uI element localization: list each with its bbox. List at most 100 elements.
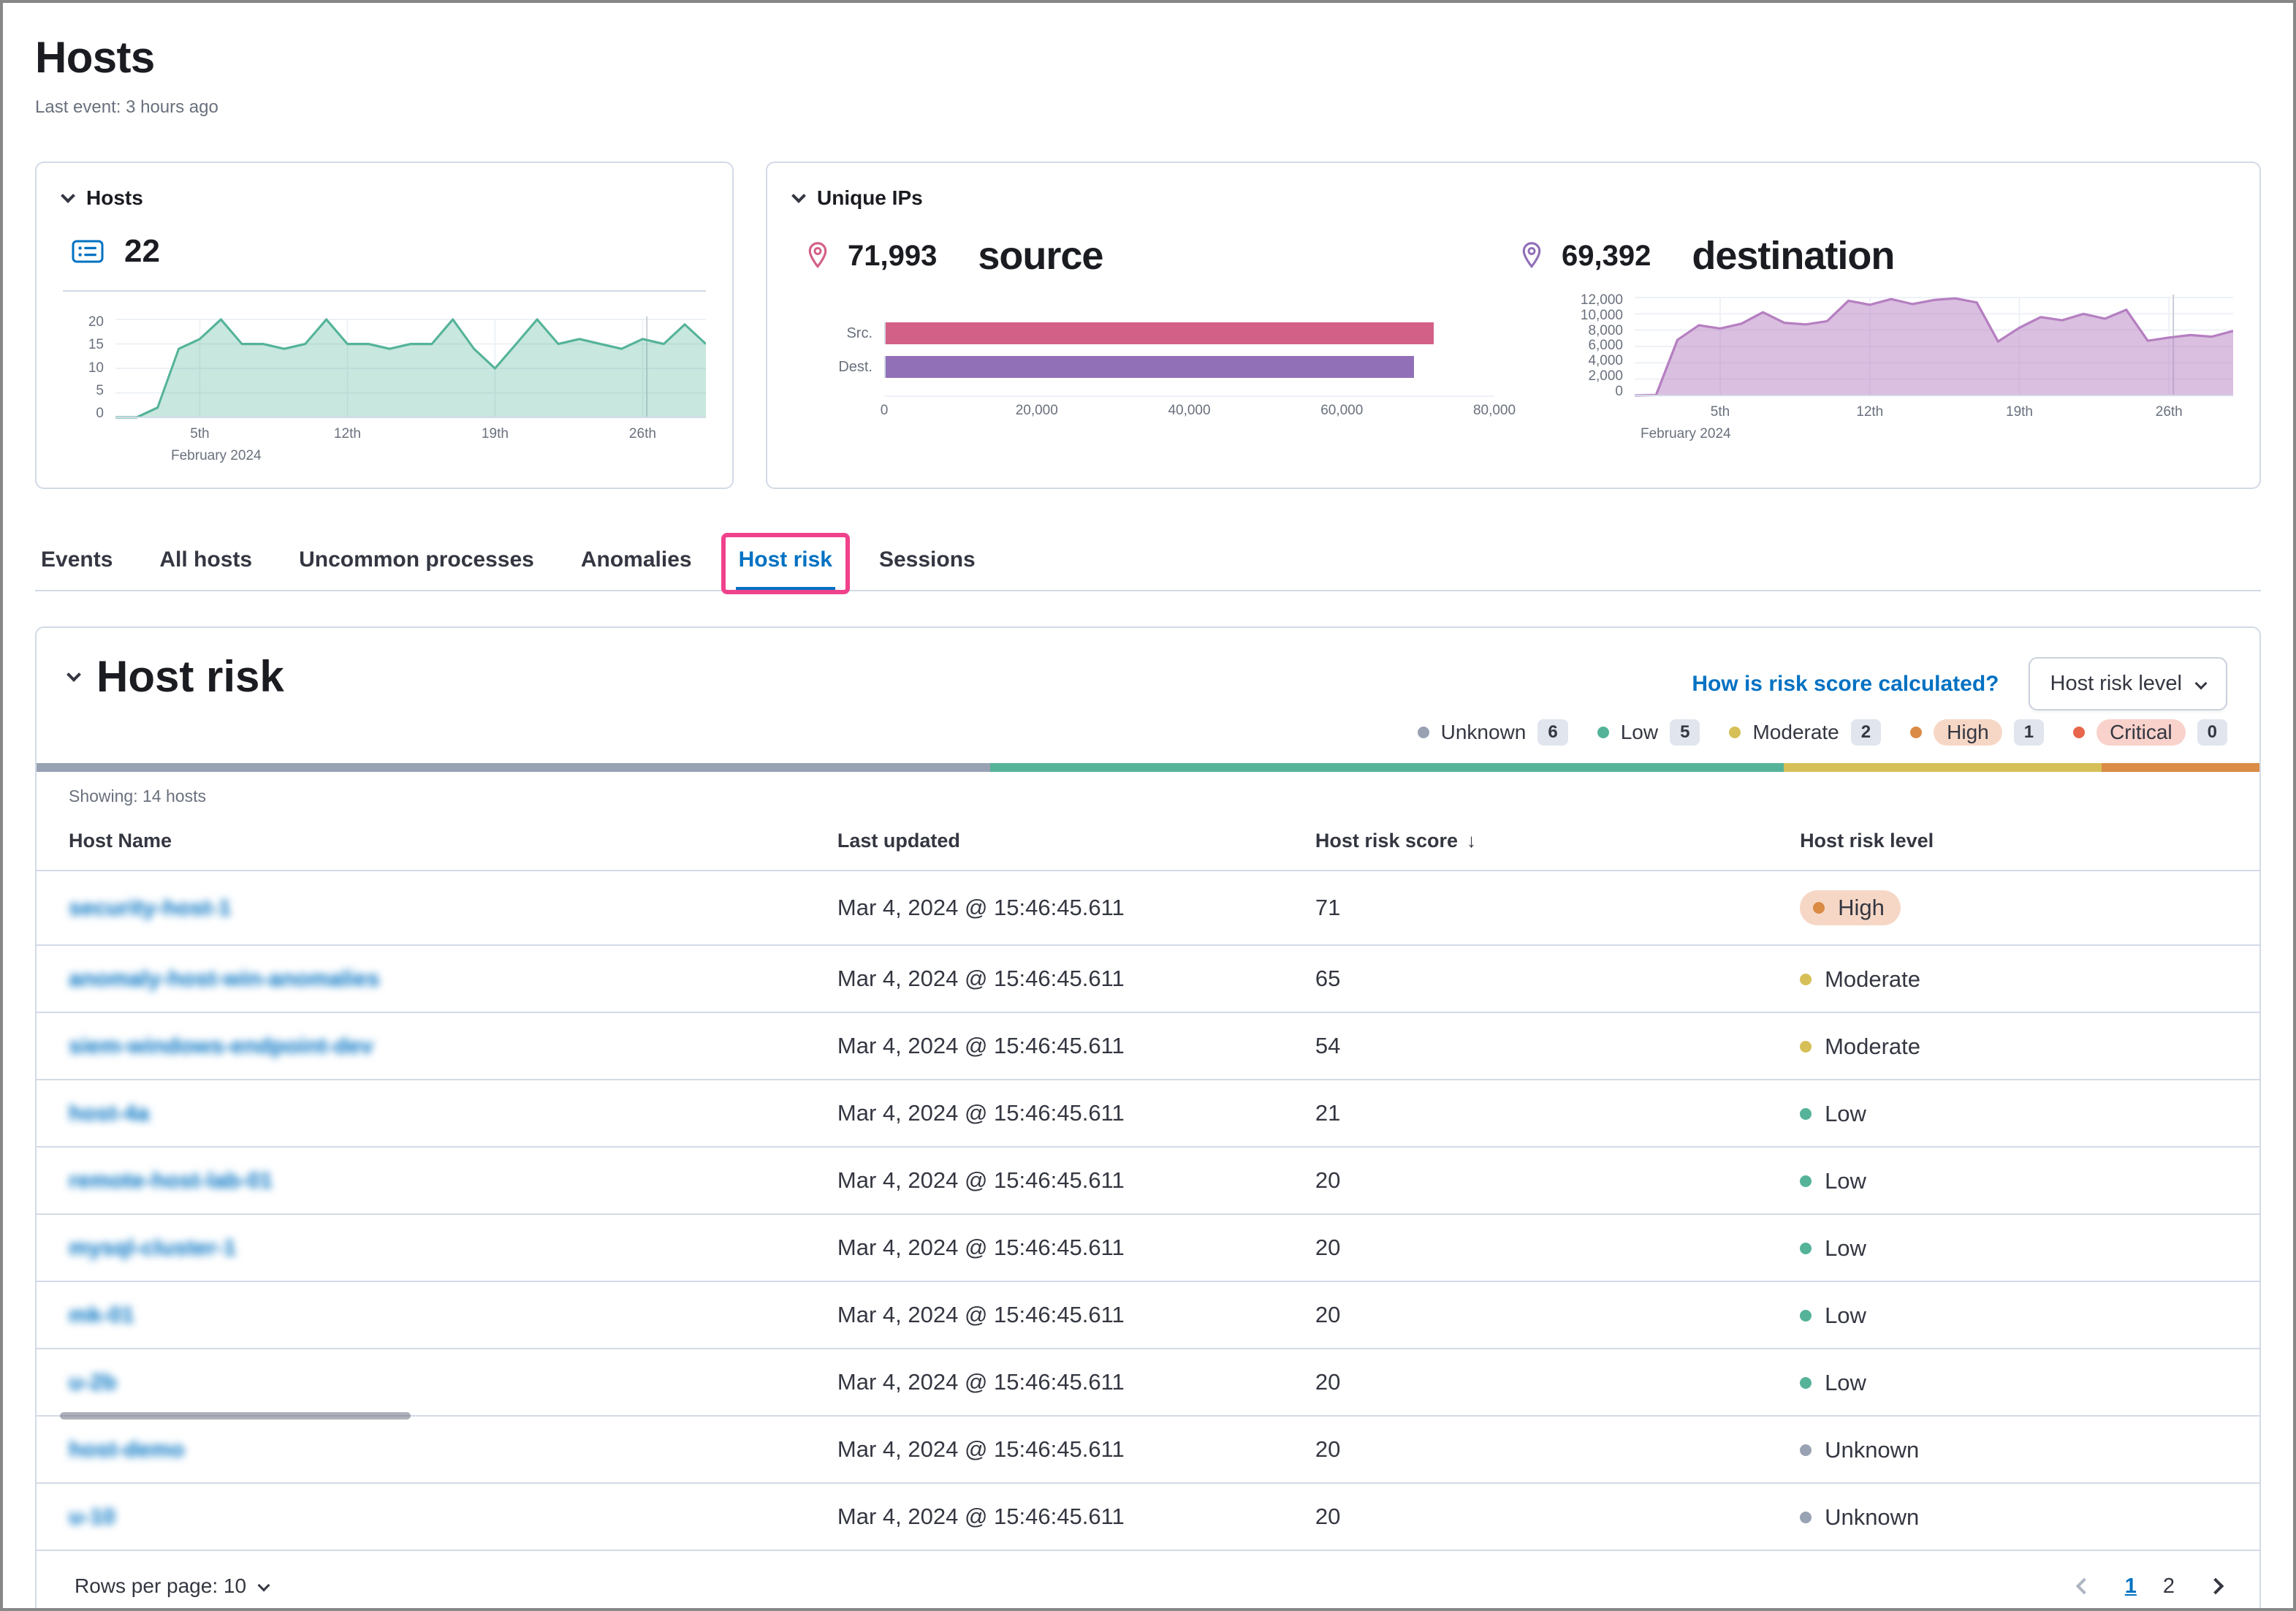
risk-level-label: Low — [1825, 1370, 1866, 1396]
chevron-down-icon[interactable] — [61, 189, 75, 203]
y-axis-labels: 20151050 — [63, 315, 107, 420]
risk-level-cell: Low — [1788, 1349, 2259, 1416]
hosts-panel-title: Hosts — [86, 186, 143, 210]
risk-level-cell: Low — [1788, 1214, 2259, 1281]
risk-score-cell: 20 — [1304, 1214, 1788, 1281]
host-name-link[interactable]: host-demo — [69, 1436, 184, 1462]
tab-label: Events — [41, 547, 113, 572]
column-header-host-risk-score[interactable]: Host risk score↓ — [1304, 815, 1788, 871]
pagination: 12 — [2072, 1574, 2227, 1599]
host-name-link[interactable]: siem-windows-endpoint-dev — [69, 1033, 373, 1058]
source-ip-count: 71,993 — [848, 240, 937, 273]
destination-pin-icon — [1519, 241, 1544, 270]
tab-all-hosts[interactable]: All hosts — [156, 542, 255, 590]
legend-dot-icon — [1910, 727, 1922, 738]
host-name-link[interactable]: u-2b — [69, 1369, 116, 1395]
host-name-link[interactable]: mysql-cluster-1 — [69, 1235, 236, 1260]
bar-track — [884, 356, 1494, 378]
table-row: mk-01Mar 4, 2024 @ 15:46:45.61120Low — [37, 1281, 2259, 1349]
risk-level-cell: Low — [1788, 1080, 2259, 1147]
risk-level-cell: Unknown — [1788, 1416, 2259, 1483]
tab-label: Anomalies — [581, 547, 692, 572]
tab-label: All hosts — [159, 547, 252, 572]
page-title: Hosts — [35, 32, 2261, 83]
tab-events[interactable]: Events — [38, 542, 115, 590]
legend-count-badge: 2 — [1851, 719, 1881, 746]
legend-count-badge: 6 — [1537, 719, 1567, 746]
risk-level-label: Moderate — [1825, 966, 1920, 993]
previous-page-button[interactable] — [2072, 1574, 2096, 1598]
host-name-link[interactable]: security-host-1 — [69, 895, 231, 920]
risk-score-cell: 20 — [1304, 1483, 1788, 1550]
src-bar — [886, 322, 1434, 344]
host-name-link[interactable]: u-10 — [69, 1504, 115, 1529]
tab-anomalies[interactable]: Anomalies — [578, 542, 695, 590]
unique-ips-panel: Unique IPs 71,993 source — [766, 162, 2261, 489]
bar-row: Dest. — [823, 356, 1494, 378]
risk-score-cell: 20 — [1304, 1416, 1788, 1483]
y-axis-labels: 12,00010,0008,0006,0004,0002,0000 — [1562, 293, 1626, 398]
chevron-right-icon — [2208, 1578, 2224, 1595]
legend-item-unknown[interactable]: Unknown 6 — [1418, 719, 1568, 746]
risk-level-label: Moderate — [1825, 1034, 1920, 1060]
chevron-down-icon[interactable] — [66, 667, 81, 682]
table-row: host-demo Mar 4, 2024 @ 15:46:45.61120 Unk… — [37, 1416, 2259, 1483]
risk-level-dot-icon — [1800, 1444, 1812, 1456]
table-row: security-host-1Mar 4, 2024 @ 15:46:45.61… — [37, 871, 2259, 945]
column-header-host-name[interactable]: Host Name — [37, 815, 826, 871]
risk-level-badge: Low — [1800, 1235, 1866, 1262]
horizontal-scrollbar-thumb[interactable] — [60, 1412, 411, 1419]
column-header-last-updated[interactable]: Last updated — [826, 815, 1304, 871]
legend-dot-icon — [2073, 727, 2085, 738]
tab-label: Host risk — [739, 547, 832, 572]
column-header-host-risk-level[interactable]: Host risk level — [1788, 815, 2259, 871]
destination-label: destination — [1692, 233, 1894, 278]
legend-item-low[interactable]: Low5 — [1597, 719, 1700, 746]
page-number-2[interactable]: 2 — [2163, 1574, 2175, 1599]
legend-item-moderate[interactable]: Moderate2 — [1729, 719, 1881, 746]
tab-host-risk[interactable]: Host risk — [736, 542, 835, 590]
last-updated-cell: Mar 4, 2024 @ 15:46:45.611 — [826, 1416, 1304, 1483]
host-risk-panel: Host risk How is risk score calculated? … — [35, 626, 2261, 1611]
host-name-cell: siem-windows-endpoint-dev — [37, 1012, 826, 1080]
showing-count: Showing: 14 hosts — [37, 772, 2259, 809]
legend-count-badge: 1 — [2014, 719, 2044, 746]
page-number-1[interactable]: 1 — [2125, 1574, 2137, 1599]
last-updated-cell: Mar 4, 2024 @ 15:46:45.611 — [826, 1214, 1304, 1281]
legend-item-critical[interactable]: Critical0 — [2073, 719, 2227, 746]
risk-level-label: Low — [1825, 1303, 1866, 1329]
tab-sessions[interactable]: Sessions — [876, 542, 978, 590]
next-page-button[interactable] — [2204, 1574, 2227, 1598]
host-name-cell: host-demo — [37, 1416, 826, 1483]
risk-level-dot-icon — [1800, 1512, 1812, 1523]
legend-item-high[interactable]: High1 — [1910, 719, 2044, 746]
last-updated-cell: Mar 4, 2024 @ 15:46:45.611 — [826, 945, 1304, 1012]
host-name-link[interactable]: anomaly-host-win-anomalies — [69, 966, 379, 991]
risk-level-cell: Unknown — [1788, 1483, 2259, 1550]
rows-per-page-button[interactable]: Rows per page: 10 — [69, 1566, 274, 1607]
risk-bar-segment — [1784, 763, 2102, 772]
risk-score-info-link[interactable]: How is risk score calculated? — [1692, 672, 1999, 697]
source-pin-icon — [805, 241, 830, 270]
host-name-link[interactable]: host-4a — [69, 1100, 149, 1126]
dest-bar — [886, 356, 1414, 378]
hosts-area-chart — [115, 315, 706, 420]
host-risk-level-filter[interactable]: Host risk level — [2029, 657, 2228, 710]
host-name-link[interactable]: remote-host-lab-01 — [69, 1167, 273, 1193]
bar-row: Src. — [823, 322, 1494, 344]
legend-label: Unknown — [1441, 721, 1527, 744]
host-name-cell: mysql-cluster-1 — [37, 1214, 826, 1281]
page-header: Hosts Last event: 3 hours ago — [35, 32, 2261, 118]
risk-level-dot-icon — [1800, 1108, 1812, 1120]
host-name-cell: u-2b — [37, 1349, 826, 1416]
last-event-text: Last event: 3 hours ago — [35, 97, 2261, 118]
host-icon — [72, 239, 104, 264]
tab-uncommon-processes[interactable]: Uncommon processes — [296, 542, 537, 590]
chevron-down-icon[interactable] — [791, 189, 806, 203]
risk-score-cell: 71 — [1304, 871, 1788, 945]
source-label: source — [978, 233, 1103, 278]
risk-level-badge: Unknown — [1800, 1437, 1919, 1463]
host-name-link[interactable]: mk-01 — [69, 1302, 134, 1327]
last-updated-cell: Mar 4, 2024 @ 15:46:45.611 — [826, 1080, 1304, 1147]
destination-ip-count: 69,392 — [1562, 240, 1651, 273]
